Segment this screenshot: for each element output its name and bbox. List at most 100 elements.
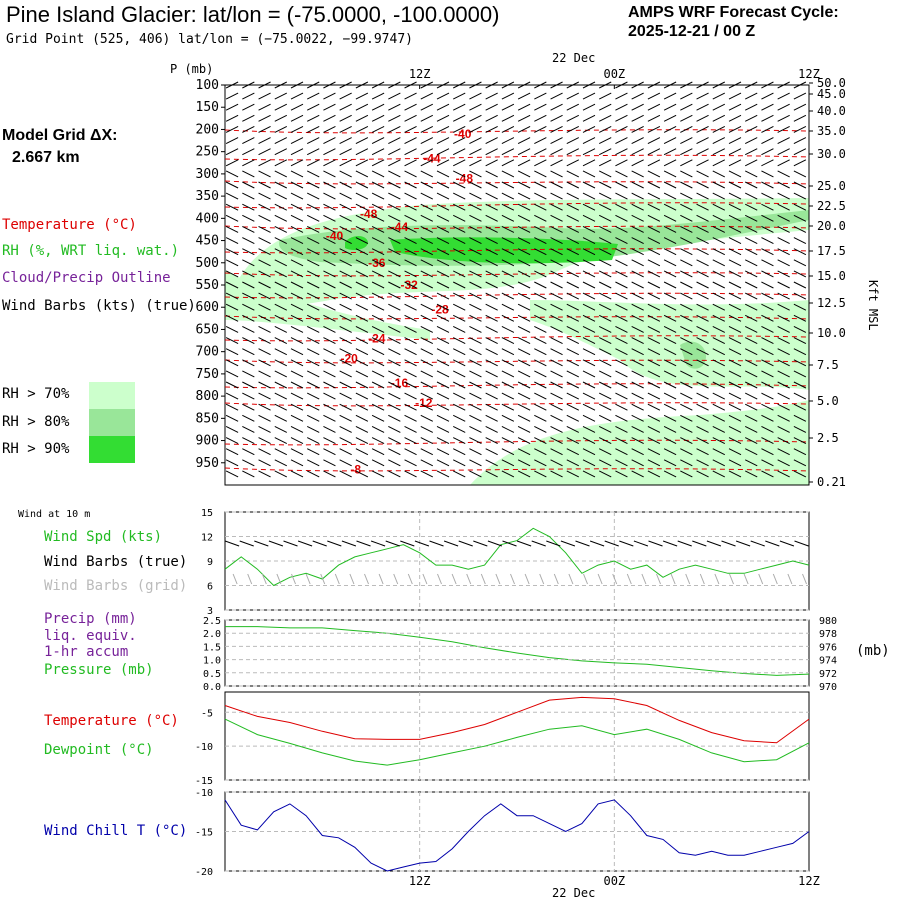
- wind-barb: [420, 348, 434, 356]
- wind-barb: [761, 414, 774, 422]
- wind-barb: [777, 348, 790, 356]
- wind-barb: [647, 170, 661, 178]
- wind-barb: [550, 148, 563, 156]
- wind-barb: [290, 125, 304, 133]
- wind-barb: [323, 292, 336, 300]
- wind-barb: [777, 203, 790, 211]
- wind-barb: [712, 381, 726, 389]
- wind-barb: [323, 381, 336, 389]
- wind-barb: [712, 92, 726, 100]
- wind-barb: [306, 437, 320, 445]
- wind-barb: [420, 159, 434, 167]
- wind-barb: [469, 125, 482, 133]
- wind-barb: [534, 203, 547, 211]
- wind-barb: [744, 392, 758, 400]
- wind-barb: [404, 192, 417, 200]
- wind-barb: [388, 270, 401, 278]
- wind-10m-barb: [414, 540, 430, 547]
- wind-barb: [469, 392, 482, 400]
- wind-barb: [306, 237, 320, 245]
- wind-barb: [420, 203, 434, 211]
- wind-barb: [355, 292, 369, 300]
- wind-barb: [371, 181, 385, 189]
- wind-barb: [225, 403, 239, 411]
- wind-barb: [696, 381, 709, 389]
- wind-barb: [631, 170, 644, 178]
- wind-barb: [680, 292, 693, 300]
- wind-barb: [728, 437, 742, 445]
- wind-barb: [225, 137, 239, 145]
- wind-barb: [744, 303, 758, 311]
- wind-barb: [728, 92, 742, 100]
- wind-barb: [469, 448, 482, 456]
- wind-barb: [550, 370, 563, 378]
- wind-barb: [534, 192, 547, 200]
- wind-barb: [452, 281, 466, 289]
- wind-barb: [469, 170, 482, 178]
- wind-barb: [469, 292, 482, 300]
- wind-barb: [517, 359, 531, 367]
- wind-barb: [582, 359, 596, 367]
- wind-barb: [404, 270, 417, 278]
- wind-barb: [647, 292, 661, 300]
- wind-barb: [582, 159, 596, 167]
- wind-barb: [761, 181, 774, 189]
- wind-barb: [339, 92, 352, 100]
- wind-barb: [598, 192, 612, 200]
- wind-barb: [323, 325, 336, 333]
- wind-barb: [663, 292, 677, 300]
- wind-barb: [744, 403, 758, 411]
- isotherm-line: [224, 272, 810, 277]
- wind-barb: [534, 214, 547, 222]
- wind-barb: [436, 159, 450, 167]
- wind-barb: [566, 248, 580, 256]
- wind-barb: [598, 303, 612, 311]
- wind-barb: [371, 314, 385, 322]
- isotherm-line: [224, 315, 810, 320]
- wind-barb: [550, 181, 563, 189]
- wind-barb: [777, 370, 790, 378]
- wind-barb: [420, 292, 434, 300]
- wind-barb: [598, 270, 612, 278]
- wind-barb: [793, 125, 807, 133]
- wind-barb: [534, 303, 547, 311]
- wind-barb: [728, 248, 742, 256]
- wind-barb: [744, 381, 758, 389]
- wind-barb: [534, 348, 547, 356]
- wind-barb: [550, 214, 563, 222]
- wind-barb: [663, 325, 677, 333]
- wind-barb: [647, 414, 661, 422]
- wind-barb: [420, 125, 434, 133]
- wind-barb: [744, 81, 758, 89]
- wind-barb: [680, 237, 693, 245]
- wind-10m-barb: [400, 540, 415, 547]
- wind-barb: [355, 81, 369, 89]
- wind-barb: [436, 292, 450, 300]
- wind-10m-barb: [429, 540, 444, 547]
- wind-barb: [436, 125, 450, 133]
- isotherm-label: -16: [391, 376, 409, 390]
- wind-barb: [761, 225, 774, 233]
- wind-barb: [777, 114, 790, 122]
- wind-barb: [550, 225, 563, 233]
- wind-barb: [566, 448, 580, 456]
- wind-barb: [598, 170, 612, 178]
- wind-barb: [615, 125, 628, 133]
- wind-10m-barb: [765, 540, 780, 547]
- wind-barb: [404, 337, 417, 345]
- wind-barb: [485, 125, 498, 133]
- wind-barb: [323, 259, 336, 267]
- wind-barb: [242, 459, 255, 467]
- wind-barb: [388, 159, 401, 167]
- wind-10m-grid-barb: [743, 573, 749, 585]
- wind-barb: [712, 448, 726, 456]
- wind-10m-barb: [516, 540, 532, 547]
- wind-barb: [777, 259, 790, 267]
- wind-barb: [777, 414, 790, 422]
- wind-barb: [258, 159, 271, 167]
- wind-barb: [242, 414, 255, 422]
- wind-barb: [355, 459, 369, 467]
- wind-barb: [371, 92, 385, 100]
- wind-barb: [274, 259, 288, 267]
- pressure-tick-label: 450: [196, 234, 219, 249]
